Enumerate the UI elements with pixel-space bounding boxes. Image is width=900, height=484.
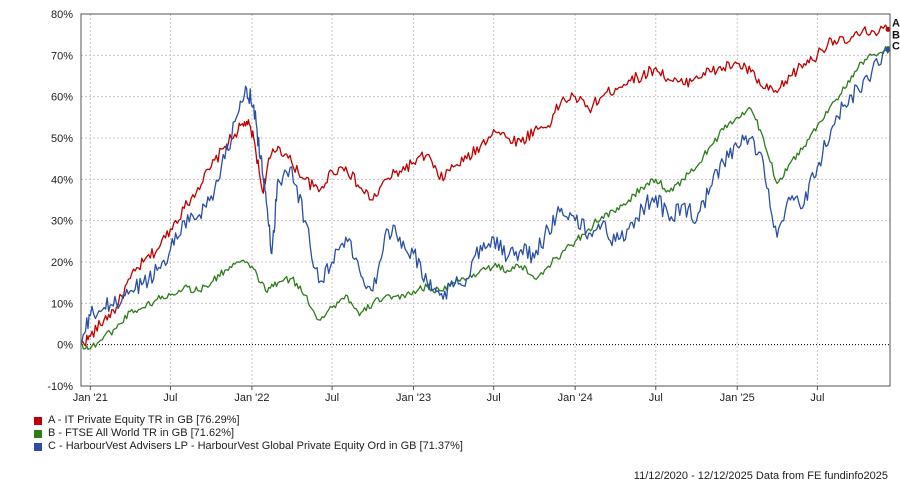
x-tick-label: Jul bbox=[810, 392, 824, 404]
date-range-footer: 11/12/2020 - 12/12/2025 Data from FE fun… bbox=[633, 470, 888, 482]
x-tick-label: Jan '25 bbox=[720, 392, 755, 404]
series-line-c bbox=[80, 47, 891, 345]
series-lines bbox=[80, 24, 891, 351]
series-line-a bbox=[80, 24, 891, 347]
series-end-marker-a bbox=[885, 26, 891, 32]
x-tick-label: Jul bbox=[325, 392, 339, 404]
legend-swatch-a bbox=[34, 416, 42, 425]
y-tick-label: 60% bbox=[51, 92, 73, 104]
x-tick-label: Jul bbox=[163, 392, 177, 404]
series-end-label-b: B bbox=[892, 30, 900, 42]
legend-swatch-b bbox=[34, 429, 42, 438]
y-tick-label: -10% bbox=[47, 381, 73, 393]
x-tick-label: Jul bbox=[649, 392, 663, 404]
y-tick-label: 40% bbox=[51, 174, 73, 186]
y-tick-label: 20% bbox=[51, 257, 73, 269]
y-tick-label: 0% bbox=[57, 340, 73, 352]
legend-swatch-c bbox=[34, 442, 42, 451]
legend-label-c: C - HarbourVest Advisers LP - HarbourVes… bbox=[48, 440, 463, 452]
y-tick-label: 30% bbox=[51, 216, 73, 228]
plot-frame bbox=[80, 13, 891, 387]
x-tick-label: Jan '24 bbox=[558, 392, 593, 404]
y-tick-label: 10% bbox=[51, 298, 73, 310]
legend-item-c[interactable]: C - HarbourVest Advisers LP - HarbourVes… bbox=[34, 440, 463, 453]
series-end-label-a: A bbox=[892, 18, 900, 30]
grid bbox=[81, 14, 890, 386]
legend-item-b[interactable]: B - FTSE All World TR in GB [71.62%] bbox=[34, 427, 463, 440]
y-tick-label: 70% bbox=[51, 50, 73, 62]
y-tick-label: 50% bbox=[51, 133, 73, 145]
series-end-label-c: C bbox=[892, 41, 900, 53]
series-end-marker-c bbox=[885, 47, 891, 53]
legend-item-a[interactable]: A - IT Private Equity TR in GB [76.29%] bbox=[34, 414, 463, 427]
line-chart: ABC 80%70%60%50%40%30%20%10%0%-10%Jan '2… bbox=[47, 9, 900, 404]
x-tick-label: Jan '21 bbox=[73, 392, 108, 404]
x-tick-label: Jan '23 bbox=[396, 392, 431, 404]
axes: 80% 70% 60% 50% 40% 30% 20% 10% 0% -10%Jan '21 Jul… bbox=[47, 9, 891, 404]
x-tick-label: Jul bbox=[487, 392, 501, 404]
x-tick-label: Jan '22 bbox=[234, 392, 269, 404]
legend-label-b: B - FTSE All World TR in GB [71.62%] bbox=[48, 427, 235, 439]
series-line-b bbox=[80, 46, 891, 351]
y-tick-label: 80% bbox=[51, 9, 73, 21]
series-end-labels: ABC bbox=[885, 18, 900, 53]
legend-label-a: A - IT Private Equity TR in GB [76.29%] bbox=[48, 414, 240, 426]
legend: A - IT Private Equity TR in GB [76.29%] … bbox=[34, 414, 463, 453]
